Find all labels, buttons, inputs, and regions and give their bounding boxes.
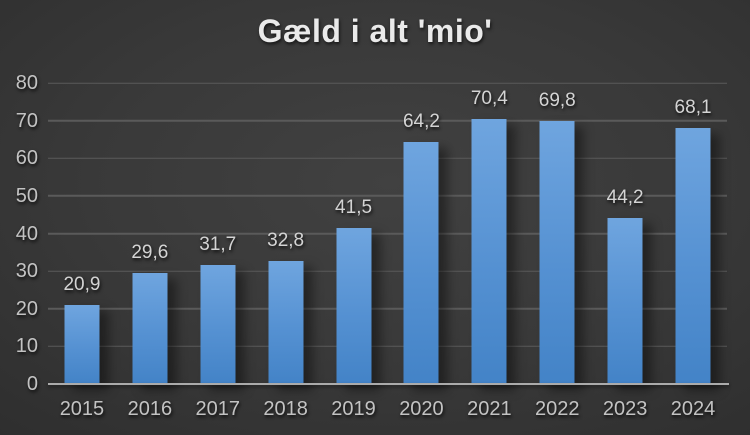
bar-value-label: 64,2 <box>402 111 440 133</box>
x-tick-label: 2021 <box>467 398 512 420</box>
bar-value-label: 44,2 <box>606 186 644 208</box>
gridline <box>48 270 727 272</box>
x-axis-labels: 2015 2016 2017 2018 2019 2020 2021 2022 2023 2024 <box>48 396 727 426</box>
bar-2017[interactable] <box>200 264 236 384</box>
x-tick-label: 2018 <box>263 398 308 420</box>
gridline <box>48 157 727 159</box>
bar-value-label: 31,7 <box>199 233 237 255</box>
y-tick-label: 30 <box>15 260 38 283</box>
plot-area: 20,9 29,6 31,7 32,8 41,5 64,2 70,4 69,8 44,2 68,1 <box>48 82 727 384</box>
bar-2022[interactable] <box>539 121 575 384</box>
bar-value-label: 70,4 <box>470 88 508 110</box>
y-tick-label: 20 <box>15 297 38 320</box>
x-tick-label: 2017 <box>195 398 241 420</box>
gridline <box>48 195 727 197</box>
bar-2023[interactable] <box>607 217 643 384</box>
bar-2024[interactable] <box>675 127 711 384</box>
x-tick-label: 2016 <box>127 398 173 420</box>
y-tick-label: 10 <box>15 335 38 358</box>
bar-value-label: 20,9 <box>63 274 101 296</box>
y-tick-label: 0 <box>26 373 38 395</box>
y-tick-label: 60 <box>15 147 38 170</box>
bar-value-label: 69,8 <box>538 90 576 112</box>
x-tick-label: 2015 <box>59 398 105 420</box>
bar-2021[interactable] <box>471 119 507 384</box>
chart-title: Gæld i alt 'mio' <box>257 13 493 49</box>
gridline <box>48 308 727 310</box>
gridline <box>48 232 727 235</box>
x-axis-line <box>48 383 729 385</box>
bar-value-label: 32,8 <box>267 229 305 251</box>
x-tick-label: 2024 <box>670 398 716 420</box>
bar-value-label: 29,6 <box>131 241 169 263</box>
gridline <box>48 345 727 348</box>
bar-2015[interactable] <box>64 305 100 384</box>
x-tick-label: 2023 <box>602 398 648 420</box>
y-tick-label: 80 <box>15 72 38 94</box>
y-tick-label: 50 <box>15 184 38 207</box>
y-tick-label: 70 <box>15 109 38 132</box>
bar-2016[interactable] <box>132 272 168 384</box>
bar-value-label: 68,1 <box>674 96 712 118</box>
gridline <box>48 119 727 122</box>
bar-2018[interactable] <box>268 260 304 384</box>
bar-2020[interactable] <box>403 142 439 384</box>
x-tick-label: 2022 <box>535 398 580 420</box>
y-tick-label: 40 <box>15 222 38 245</box>
y-axis-labels: 0 10 20 30 40 50 60 70 80 <box>0 73 38 394</box>
bar-value-label: 41,5 <box>335 196 373 218</box>
gridline <box>48 82 727 84</box>
bar-2019[interactable] <box>336 227 372 384</box>
x-tick-label: 2019 <box>331 398 376 420</box>
x-tick-label: 2020 <box>399 398 444 420</box>
